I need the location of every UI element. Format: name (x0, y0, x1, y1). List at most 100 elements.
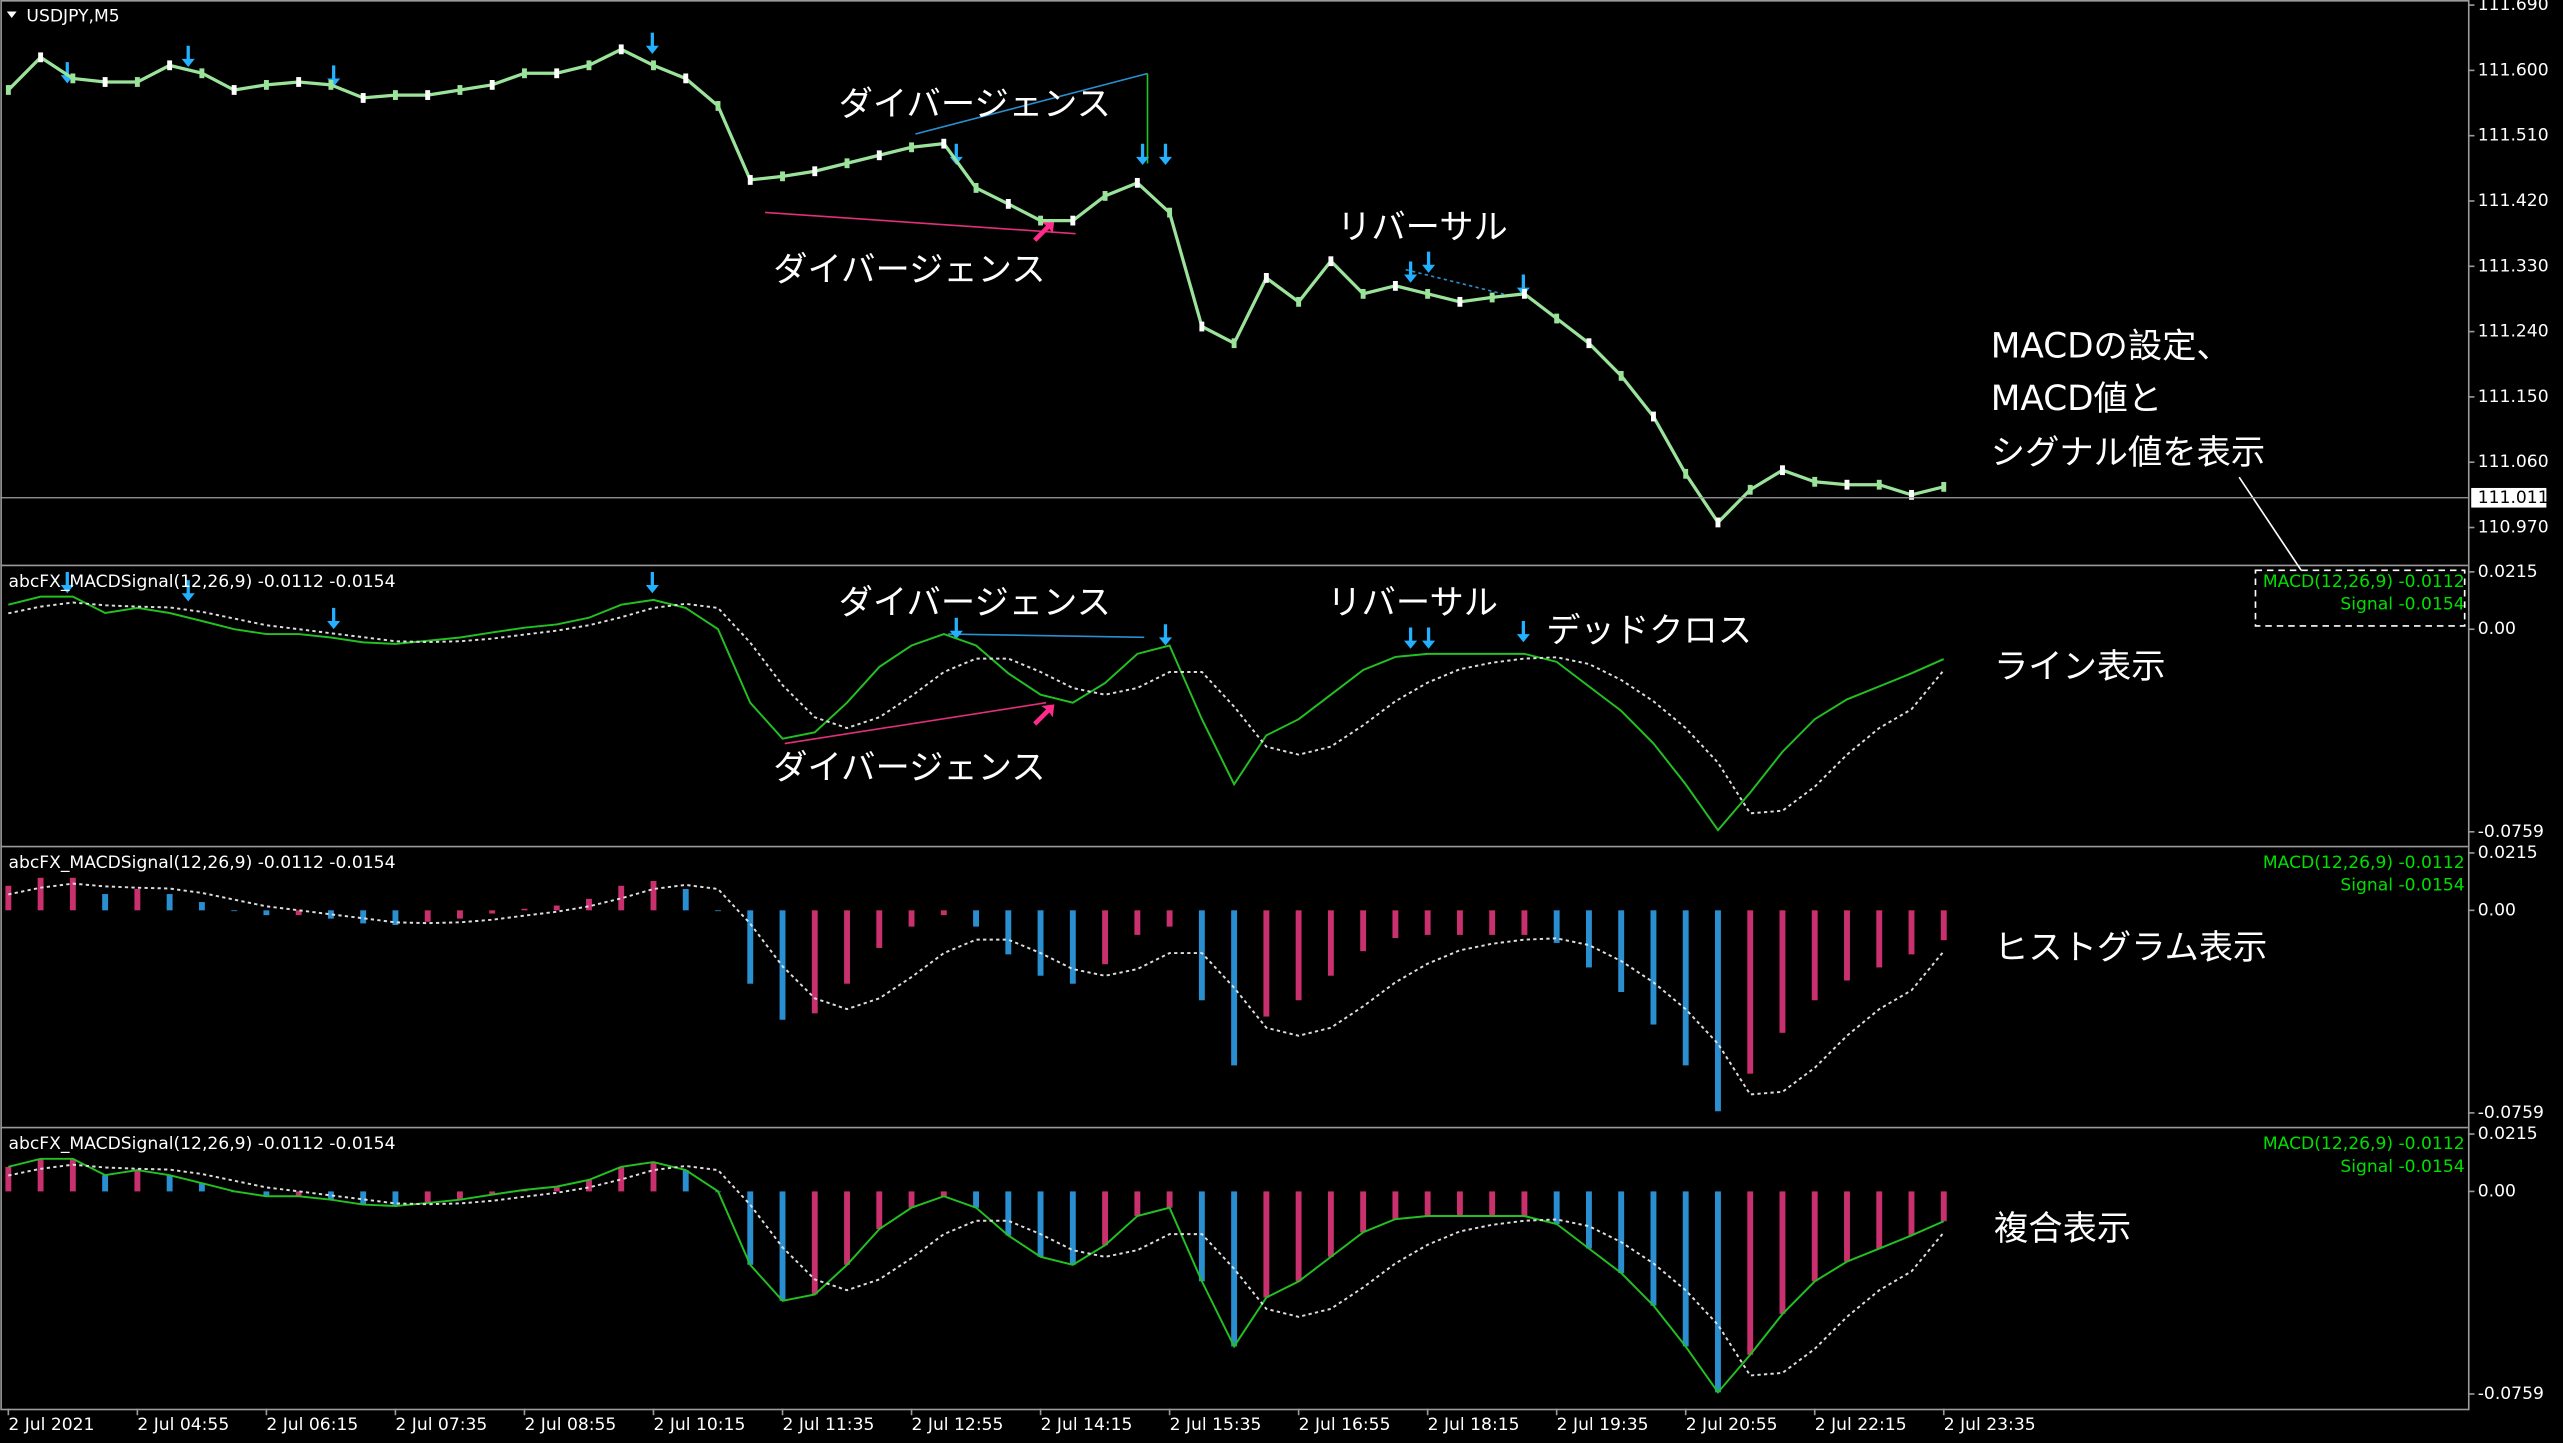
menu-triangle (6, 11, 17, 18)
sell-arrow (1422, 627, 1436, 649)
price-bar (1167, 207, 1173, 218)
histogram-bar (231, 910, 238, 912)
price-bar (1457, 296, 1463, 307)
price-bar (1489, 292, 1495, 303)
histogram-bar (1037, 910, 1044, 976)
histogram-bar (553, 905, 560, 911)
histogram-bar (489, 1191, 496, 1195)
histogram-bar (1134, 1191, 1141, 1216)
price-bar (5, 85, 11, 95)
histogram-bar (715, 910, 721, 912)
histogram-bar (1747, 1191, 1754, 1355)
price-bar (328, 79, 334, 90)
price-bar (1812, 476, 1818, 487)
price-bar (296, 77, 302, 87)
histogram-bar (392, 1191, 399, 1207)
histogram-bar (1844, 1191, 1850, 1262)
histogram-bar (1553, 1191, 1560, 1224)
histogram-bar (618, 885, 625, 911)
histogram-bar (392, 910, 399, 926)
y-tick-label: 110.970 (2478, 518, 2549, 538)
sell-arrow (327, 607, 341, 630)
histogram-bar (844, 1191, 850, 1265)
x-tick-label: 2 Jul 04:55 (137, 1415, 229, 1435)
panel-label: ヒストグラム表示 (1994, 928, 2267, 968)
histogram-bar (1585, 910, 1592, 968)
histogram-bar (650, 880, 657, 911)
y-tick-label: 111.510 (2478, 126, 2549, 146)
price-bar (1102, 191, 1108, 201)
histogram-bar (327, 910, 334, 919)
price-bar (651, 60, 656, 71)
histogram-bar (1037, 1191, 1044, 1257)
plot-border (0, 0, 2470, 1411)
x-tick-label: 2 Jul 20:55 (1686, 1415, 1778, 1435)
price-bar (231, 85, 237, 95)
histogram-bar (457, 1191, 463, 1200)
annotation: ダイバージェンス (773, 250, 1045, 290)
price-bar (1683, 468, 1689, 479)
histogram-bar (1521, 910, 1528, 935)
panel-label: ライン表示 (1994, 647, 2166, 687)
histogram-bar (166, 894, 173, 911)
x-tick-label: 2 Jul 08:55 (524, 1415, 616, 1435)
annotation: ダイバージェンス (839, 85, 1111, 125)
y-tick-label: -0.0759 (2478, 1384, 2544, 1404)
histogram-bar (360, 910, 367, 924)
price-bar (941, 138, 947, 149)
histogram-bar (1779, 1191, 1786, 1314)
sell-arrow (181, 45, 195, 68)
histogram-bar (876, 910, 883, 948)
histogram-bar (198, 902, 205, 911)
price-bar (1650, 411, 1656, 422)
histogram-bar (1456, 910, 1463, 935)
y-tick-label: 111.600 (2478, 60, 2549, 80)
histogram-bar (747, 1191, 754, 1265)
histogram-bar (844, 910, 850, 984)
histogram-bar (5, 1166, 12, 1192)
histogram-bar (1940, 910, 1947, 941)
histogram-bar (1489, 1191, 1496, 1216)
price-bar (1521, 288, 1527, 299)
price-bar (38, 52, 44, 63)
histogram-bar (1811, 1191, 1818, 1282)
sell-arrow (181, 580, 195, 602)
price-bar (618, 44, 624, 55)
price-bar (360, 93, 366, 103)
price-bar (1199, 321, 1205, 332)
y-tick-label: 0.0215 (2478, 1124, 2538, 1144)
histogram-bar (1876, 910, 1883, 968)
histogram-bar (166, 1175, 173, 1192)
sell-arrow (1422, 251, 1436, 273)
annotation: リバーサル (1327, 583, 1498, 623)
price-bar (909, 142, 914, 153)
current-price-box (2471, 487, 2547, 508)
histogram-bar (69, 877, 76, 911)
price-bar (747, 175, 753, 185)
histogram-bar (521, 908, 528, 911)
y-tick-label: 111.240 (2478, 322, 2549, 342)
trend-line (784, 701, 1047, 745)
histogram-bar (618, 1166, 625, 1192)
price-bar (1876, 479, 1882, 490)
macd-line (8, 595, 1945, 832)
histogram-bar (1198, 910, 1205, 1001)
y-tick-label: 0.0215 (2478, 843, 2538, 863)
sell-arrow (1404, 627, 1418, 649)
drawn-lines (765, 72, 2466, 745)
x-tick-label: 2 Jul 16:55 (1299, 1415, 1391, 1435)
sell-arrow (645, 32, 659, 54)
annotation: MACDの設定、 (1991, 327, 2231, 367)
histogram-bar (1811, 910, 1818, 1001)
histogram-bar (1908, 1191, 1915, 1236)
macd-line (8, 1157, 1945, 1394)
price-bar (715, 101, 721, 111)
histogram-bar (1618, 910, 1625, 992)
histogram-bar (1424, 1191, 1431, 1216)
sell-arrow (60, 571, 74, 594)
panel-display: line (0, 567, 3, 569)
annotation: ダイバージェンス (773, 748, 1045, 788)
y-tick-label: 111.420 (2478, 191, 2549, 211)
histogram-bar (295, 1191, 302, 1197)
